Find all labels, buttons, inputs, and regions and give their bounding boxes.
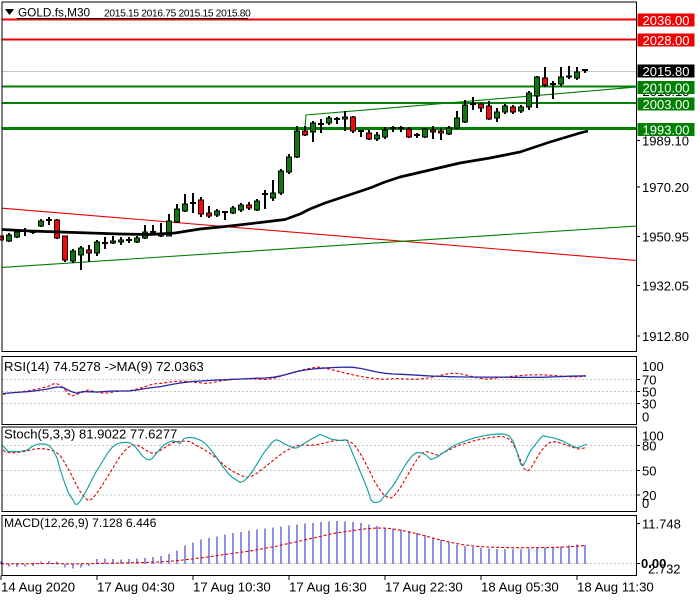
svg-text:1950.95: 1950.95: [642, 230, 689, 245]
svg-text:100: 100: [642, 359, 664, 374]
svg-text:1993.00: 1993.00: [643, 123, 690, 138]
svg-text:MACD(12,26,9) 7.128 6.446: MACD(12,26,9) 7.128 6.446: [4, 516, 157, 530]
svg-text:70: 70: [642, 372, 656, 387]
svg-text:20: 20: [642, 488, 656, 503]
svg-text:17 Aug 10:30: 17 Aug 10:30: [193, 580, 271, 595]
svg-text:Stoch(5,3,3) 81.9022 77.6277: Stoch(5,3,3) 81.9022 77.6277: [4, 427, 177, 442]
svg-text:11.748: 11.748: [642, 517, 681, 532]
svg-text:1912.80: 1912.80: [642, 329, 689, 344]
svg-text:30: 30: [642, 397, 656, 412]
svg-text:17 Aug 16:30: 17 Aug 16:30: [289, 580, 367, 595]
svg-text:18 Aug 11:30: 18 Aug 11:30: [577, 580, 654, 595]
svg-text:2015.15 2016.75 2015.15 2015.8: 2015.15 2016.75 2015.15 2015.80: [104, 9, 251, 20]
svg-text:80: 80: [642, 439, 656, 454]
svg-text:RSI(14) 74.5278 ->MA(9) 72.03: RSI(14) 74.5278 ->MA(9) 72.0363: [4, 359, 204, 374]
svg-text:2015.80: 2015.80: [643, 64, 690, 79]
svg-text:14 Aug 2020: 14 Aug 2020: [1, 580, 75, 595]
svg-text:2.732: 2.732: [648, 562, 681, 577]
svg-text:1970.20: 1970.20: [642, 180, 689, 195]
svg-text:0: 0: [642, 496, 649, 511]
svg-text:0: 0: [642, 409, 649, 424]
svg-text:2003.00: 2003.00: [643, 97, 690, 112]
svg-text:2028.00: 2028.00: [643, 33, 690, 48]
svg-text:50: 50: [642, 384, 656, 399]
svg-text:50: 50: [642, 464, 656, 479]
svg-text:100: 100: [642, 429, 664, 444]
svg-text:1989.10: 1989.10: [642, 134, 689, 149]
svg-text:18 Aug 05:30: 18 Aug 05:30: [481, 580, 559, 595]
svg-text:17 Aug 22:30: 17 Aug 22:30: [385, 580, 463, 595]
svg-text:GOLD.fs,M30: GOLD.fs,M30: [18, 6, 91, 20]
svg-text:1932.05: 1932.05: [642, 279, 689, 294]
svg-text:17 Aug 04:30: 17 Aug 04:30: [97, 580, 175, 595]
svg-text:2036.00: 2036.00: [643, 13, 690, 28]
svg-text:2010.00: 2010.00: [643, 81, 690, 96]
svg-text:0.00: 0.00: [641, 556, 666, 571]
